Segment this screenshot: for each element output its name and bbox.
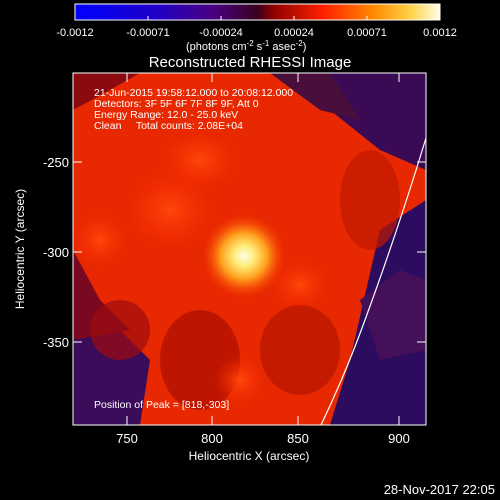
colorbar-tick-label: 0.00071 [347, 27, 387, 39]
x-tick-label: 800 [201, 431, 223, 446]
footer-timestamp: 28-Nov-2017 22:05 [384, 482, 495, 497]
y-tick-label: -250 [43, 155, 69, 170]
colorbar-unit-label: (photons cm-2 s-1 asec-2) [186, 39, 306, 53]
peak-position-label: Position of Peak = [818,-303] [94, 399, 229, 411]
x-tick-label: 750 [116, 431, 138, 446]
flare-peak [202, 214, 286, 298]
colorbar-tick-label: 0.0012 [423, 27, 457, 39]
solar-limb [320, 137, 426, 425]
colorbar-tick-labels: -0.0012 -0.00071 -0.00024 0.00024 0.0007… [56, 27, 456, 39]
y-tick-labels: -250 -300 -350 [43, 155, 69, 350]
info-detectors: Detectors: 3F 5F 6F 7F 8F 9F, Att 0 [94, 98, 259, 110]
colorbar [74, 3, 441, 21]
info-energy-range: Energy Range: 12.0 - 25.0 keV [94, 109, 238, 121]
x-tick-label: 850 [287, 431, 309, 446]
observation-info: 21-Jun-2015 19:58:12.000 to 20:08:12.000… [94, 87, 293, 132]
x-axis-label: Heliocentric X (arcsec) [189, 449, 310, 463]
info-time-range: 21-Jun-2015 19:58:12.000 to 20:08:12.000 [94, 87, 293, 99]
colorbar-tick-label: -0.00024 [199, 27, 242, 39]
x-axis-ticks [126, 73, 400, 425]
y-axis-label: Heliocentric Y (arcsec) [13, 189, 27, 309]
plot-title: Reconstructed RHESSI Image [149, 54, 352, 71]
x-tick-labels: 750 800 850 900 [116, 431, 410, 446]
x-tick-label: 900 [388, 431, 410, 446]
colorbar-ticks [74, 16, 441, 20]
colorbar-tick-label: -0.0012 [56, 27, 93, 39]
colorbar-tick-label: -0.00071 [126, 27, 169, 39]
plot-frame [72, 72, 427, 426]
rhessi-map [73, 73, 426, 425]
colorbar-tick-label: 0.00024 [274, 27, 314, 39]
y-axis-ticks [73, 161, 426, 343]
y-tick-label: -350 [43, 335, 69, 350]
y-tick-label: -300 [43, 245, 69, 260]
info-clean-counts: Clean Total counts: 2.08E+04 [94, 120, 243, 132]
